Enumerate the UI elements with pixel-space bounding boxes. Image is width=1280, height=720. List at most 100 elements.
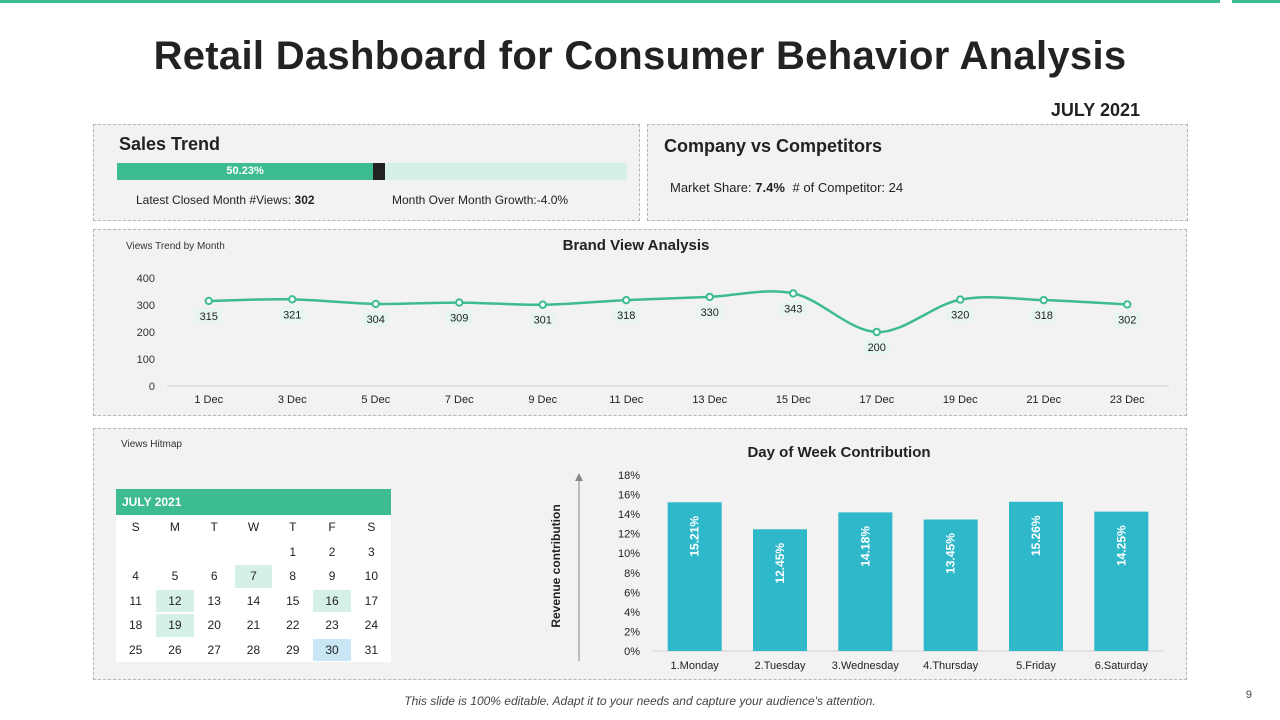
calendar-day: 31 [351,637,391,662]
calendar-weekday: W [233,515,274,540]
data-label: 343 [784,303,802,315]
calendar-day: 25 [116,637,156,662]
calendar-day: 16 [312,588,352,613]
data-point [622,295,631,305]
x-tick-label: 19 Dec [943,394,978,406]
calendar-week-row: 18 19 20 21 22 23 24 [116,613,391,638]
data-label: 318 [617,310,635,322]
calendar-day: 4 [116,564,156,589]
calendar-day: 15 [273,588,313,613]
sales-trend-title: Sales Trend [119,134,221,154]
market-share-label: Market Share: [670,180,756,195]
data-point [455,298,464,307]
calendar-day: 19 [155,613,195,638]
y-tick-label: 300 [137,300,155,312]
data-point [371,299,380,309]
calendar-grid: S M T W T F S 1 2 3 4 5 6 7 8 9 10 11 12 13 14 15 16 17 18 19 20 21… [116,515,391,662]
data-label-bg [362,311,389,326]
calendar-empty-cell [194,539,234,564]
calendar-day: 28 [233,637,274,662]
x-tick-label: 5 Dec [361,394,390,406]
market-share-text: Market Share: 7.4% # of Competitor: 24 [670,180,903,195]
views-trend-label: Views Trend by Month [126,241,225,252]
top-accent-bar-right [1232,0,1280,3]
bar-value-label: 12.45% [773,543,787,584]
series-line [208,290,1128,334]
sales-progress-bar: 50.23% [117,163,627,180]
bar [838,512,893,651]
report-month: JULY 2021 [1050,100,1140,120]
data-label: 200 [868,342,886,354]
calendar-weekday: S [116,515,156,540]
y-tick-label: 2% [624,626,640,638]
brand-view-line-chart: Brand View Analysis 0 100 200 300 400 315 1 Dec… [137,237,1169,406]
y-tick-label: 14% [618,509,640,521]
x-tick-label: 1 Dec [194,394,223,406]
calendar-weekday: F [312,515,352,540]
y-axis-label: Revenue contribution [549,504,563,627]
calendar-day: 18 [116,613,156,638]
y-tick-label: 4% [624,607,640,619]
data-label-bg [1030,308,1057,323]
y-tick-label: 400 [137,273,155,285]
data-label: 318 [1035,310,1053,322]
calendar-day: 27 [194,637,234,662]
x-tick-label: 2.Tuesday [755,660,806,672]
market-share-value: 7.4% [755,180,785,195]
bar [923,519,978,651]
data-label-bg [1114,312,1141,327]
data-label: 302 [1118,314,1136,326]
y-axis-arrowhead [575,473,583,481]
data-point [705,292,714,302]
calendar-weekday: T [194,515,234,540]
calendar-day: 12 [155,588,195,613]
competitors-panel: Company vs Competitors Market Share: 7.4… [647,124,1188,221]
competitors-title: Company vs Competitors [664,136,883,156]
views-heatmap-label: Views Hitmap [121,439,182,450]
data-label-bg [947,307,974,322]
data-label-bg [446,310,473,325]
x-tick-label: 11 Dec [609,394,644,406]
calendar-day: 1 [273,539,313,564]
x-tick-label: 1.Monday [671,660,720,672]
y-tick-label: 100 [137,354,155,366]
calendar-day: 11 [116,588,156,613]
calendar-day: 7 [233,564,274,589]
calendar-day: 21 [233,613,274,638]
latest-views-value: 302 [294,193,315,207]
calendar-day: 24 [351,613,391,638]
calendar-empty-cell [116,539,156,564]
calendar-day: 29 [273,637,313,662]
latest-views-text: Latest Closed Month #Views: 302 [136,193,315,207]
data-label-bg [279,307,306,322]
calendar-weekday: T [273,515,313,540]
data-point [956,295,965,304]
calendar-empty-cell [155,539,195,564]
calendar-day: 30 [312,637,352,662]
data-label-bg [696,304,723,319]
x-tick-label: 7 Dec [445,394,474,406]
sales-trend-panel: Sales Trend 50.23% Latest Closed Month #… [93,124,640,221]
x-tick-label: 6.Saturday [1095,660,1149,672]
calendar-day: 26 [155,637,195,662]
x-tick-label: 21 Dec [1026,394,1061,406]
data-label: 315 [200,311,218,323]
data-label: 304 [367,314,385,326]
x-tick-label: 5.Friday [1016,660,1056,672]
footer-note: This slide is 100% editable. Adapt it to… [404,694,876,708]
x-tick-label: 9 Dec [528,394,557,406]
data-label: 301 [534,315,552,327]
sales-progress-marker [373,163,386,180]
calendar-day: 10 [351,564,391,589]
calendar-day: 22 [273,613,313,638]
calendar-week-row: 25 26 27 28 29 30 31 [116,637,391,662]
data-point [789,289,798,298]
data-label: 320 [951,310,969,322]
y-tick-label: 0% [624,646,640,658]
data-label-bg [863,340,890,354]
data-point [1123,300,1132,309]
data-point [872,327,881,337]
latest-views-label: Latest Closed Month #Views: [136,193,295,207]
